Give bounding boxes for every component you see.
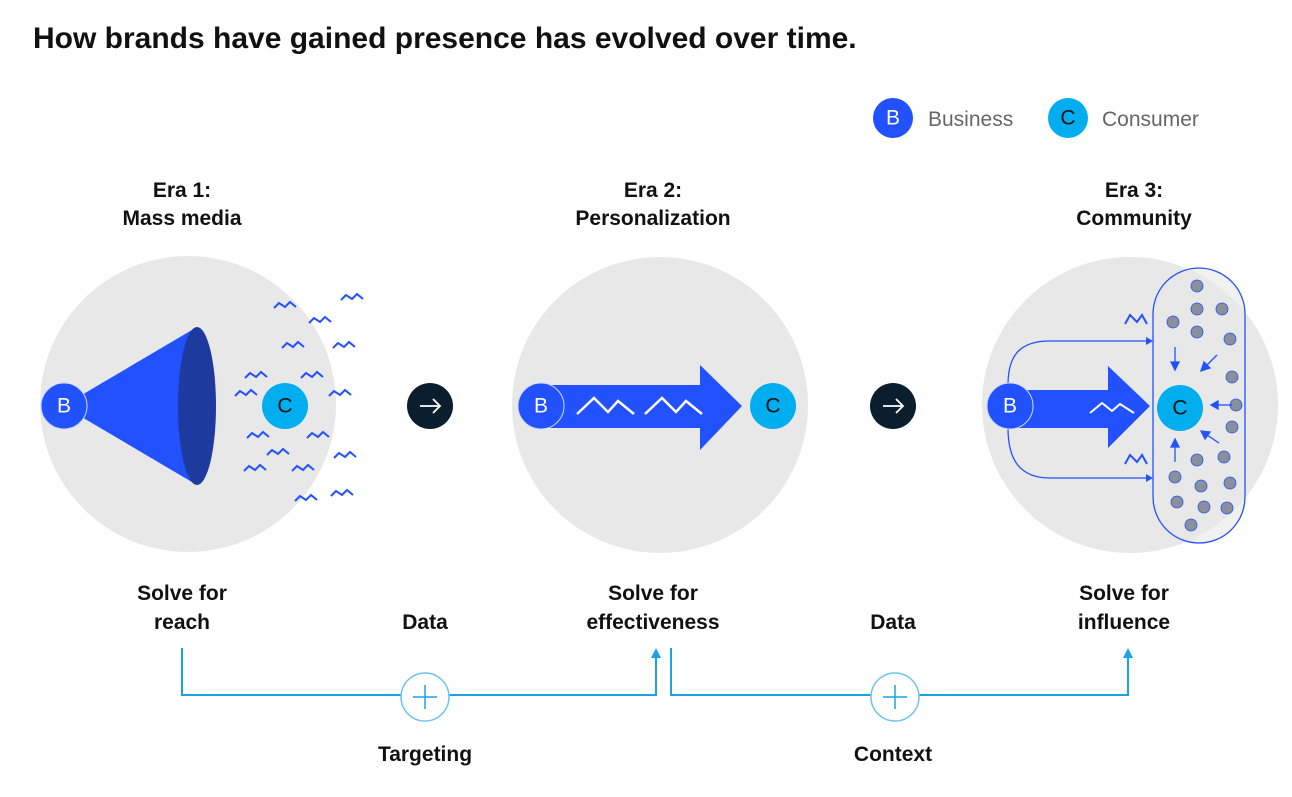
community-member-dot [1168, 470, 1182, 484]
squiggle-icon [244, 370, 268, 379]
era-3-number: Era 3: [1105, 179, 1163, 202]
business-icon [517, 382, 565, 430]
squiggle-icon [291, 463, 315, 472]
era-2-number: Era 2: [624, 179, 682, 202]
squiggle-icon [340, 292, 364, 301]
community-member-dot [1184, 518, 1198, 532]
community-members [1166, 279, 1243, 532]
consumer-icon [262, 383, 308, 429]
era-3-goal-line1: Solve for [1079, 582, 1169, 605]
business-icon [40, 382, 88, 430]
consumer-letter: C [1060, 107, 1075, 130]
svg-text:C: C [277, 395, 292, 418]
squiggle-icon [281, 340, 305, 349]
message-noise-icons [234, 292, 364, 502]
transition-1-result: Targeting [378, 743, 472, 766]
influence-arrows [1169, 347, 1232, 462]
era-2-goal: effectiveness [586, 611, 719, 634]
community-member-dot [1225, 370, 1239, 384]
svg-text:B: B [57, 395, 71, 418]
consumer-legend-icon [1048, 98, 1088, 138]
business-icon [986, 382, 1034, 430]
community-member-dot [1220, 501, 1234, 515]
svg-text:B: B [1003, 395, 1017, 418]
business-legend-icon [873, 98, 913, 138]
community-member-dot [1190, 325, 1204, 339]
targeted-arrow-icon [541, 365, 742, 450]
era-3-title: Community [1076, 207, 1192, 230]
svg-text:C: C [765, 395, 780, 418]
squiggle-icon [294, 493, 318, 502]
megaphone-icon [80, 327, 197, 485]
squiggle-icon [234, 388, 258, 397]
squiggle-icon [333, 450, 357, 459]
era-3-goal: influence [1078, 611, 1170, 634]
svg-text:B: B [534, 395, 548, 418]
era-1-goal: reach [154, 611, 210, 634]
transition-1-input: Data [402, 611, 448, 634]
community-member-dot [1215, 302, 1229, 316]
squiggle-icon [330, 488, 354, 497]
business-letter: B [886, 107, 900, 130]
era-1-goal-line1: Solve for [137, 582, 227, 605]
squiggle-icon [273, 300, 297, 309]
connector-2 [670, 648, 1133, 722]
squiggle-icon [243, 463, 267, 472]
community-member-dot [1190, 279, 1204, 293]
community-member-dot [1223, 332, 1237, 346]
community-member-dot [1170, 495, 1184, 509]
transition-2-result: Context [854, 743, 932, 766]
connector-1 [181, 648, 661, 722]
squiggle-icon [246, 430, 270, 439]
squiggle-icon [266, 447, 290, 456]
era-2-goal-line1: Solve for [608, 582, 698, 605]
era-2-illustration: B C [512, 257, 808, 553]
community-member-dot [1190, 453, 1204, 467]
era-3-illustration: B C [982, 257, 1278, 553]
squiggle-icon [328, 388, 352, 397]
community-member-dot [1194, 479, 1208, 493]
consumer-icon [750, 383, 796, 429]
squiggle-icon [332, 340, 356, 349]
community-member-dot [1190, 302, 1204, 316]
transition-2-input: Data [870, 611, 916, 634]
community-member-dot [1225, 420, 1239, 434]
community-member-dot [1166, 315, 1180, 329]
era-2-title: Personalization [575, 207, 730, 230]
consumer-icon [1157, 385, 1203, 431]
legend-business-label: Business [928, 108, 1013, 131]
squiggle-icon [306, 430, 330, 439]
era-1-illustration: B C [40, 256, 364, 552]
legend-consumer-label: Consumer [1102, 108, 1199, 131]
squiggle-icon [308, 315, 332, 324]
squiggle-icon [300, 370, 324, 379]
community-member-dot [1197, 500, 1211, 514]
page-title: How brands have gained presence has evol… [33, 22, 857, 55]
legend: B Business C Consumer [873, 98, 1199, 138]
community-member-dot [1223, 476, 1237, 490]
svg-text:C: C [1172, 397, 1187, 420]
era-1-title: Mass media [122, 207, 241, 230]
community-member-dot [1217, 450, 1231, 464]
era-1-number: Era 1: [153, 179, 211, 202]
